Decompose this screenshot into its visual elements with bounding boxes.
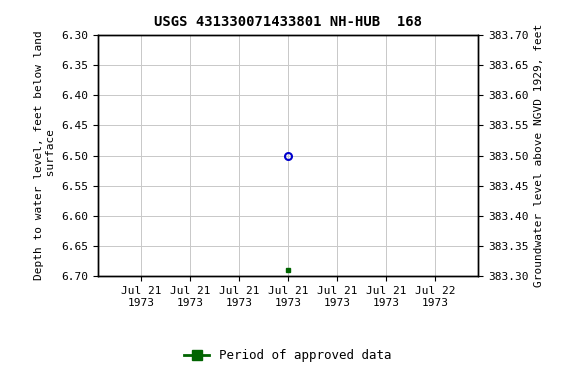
Y-axis label: Groundwater level above NGVD 1929, feet: Groundwater level above NGVD 1929, feet — [534, 24, 544, 287]
Title: USGS 431330071433801 NH-HUB  168: USGS 431330071433801 NH-HUB 168 — [154, 15, 422, 29]
Y-axis label: Depth to water level, feet below land
 surface: Depth to water level, feet below land su… — [34, 31, 56, 280]
Legend: Period of approved data: Period of approved data — [179, 344, 397, 367]
